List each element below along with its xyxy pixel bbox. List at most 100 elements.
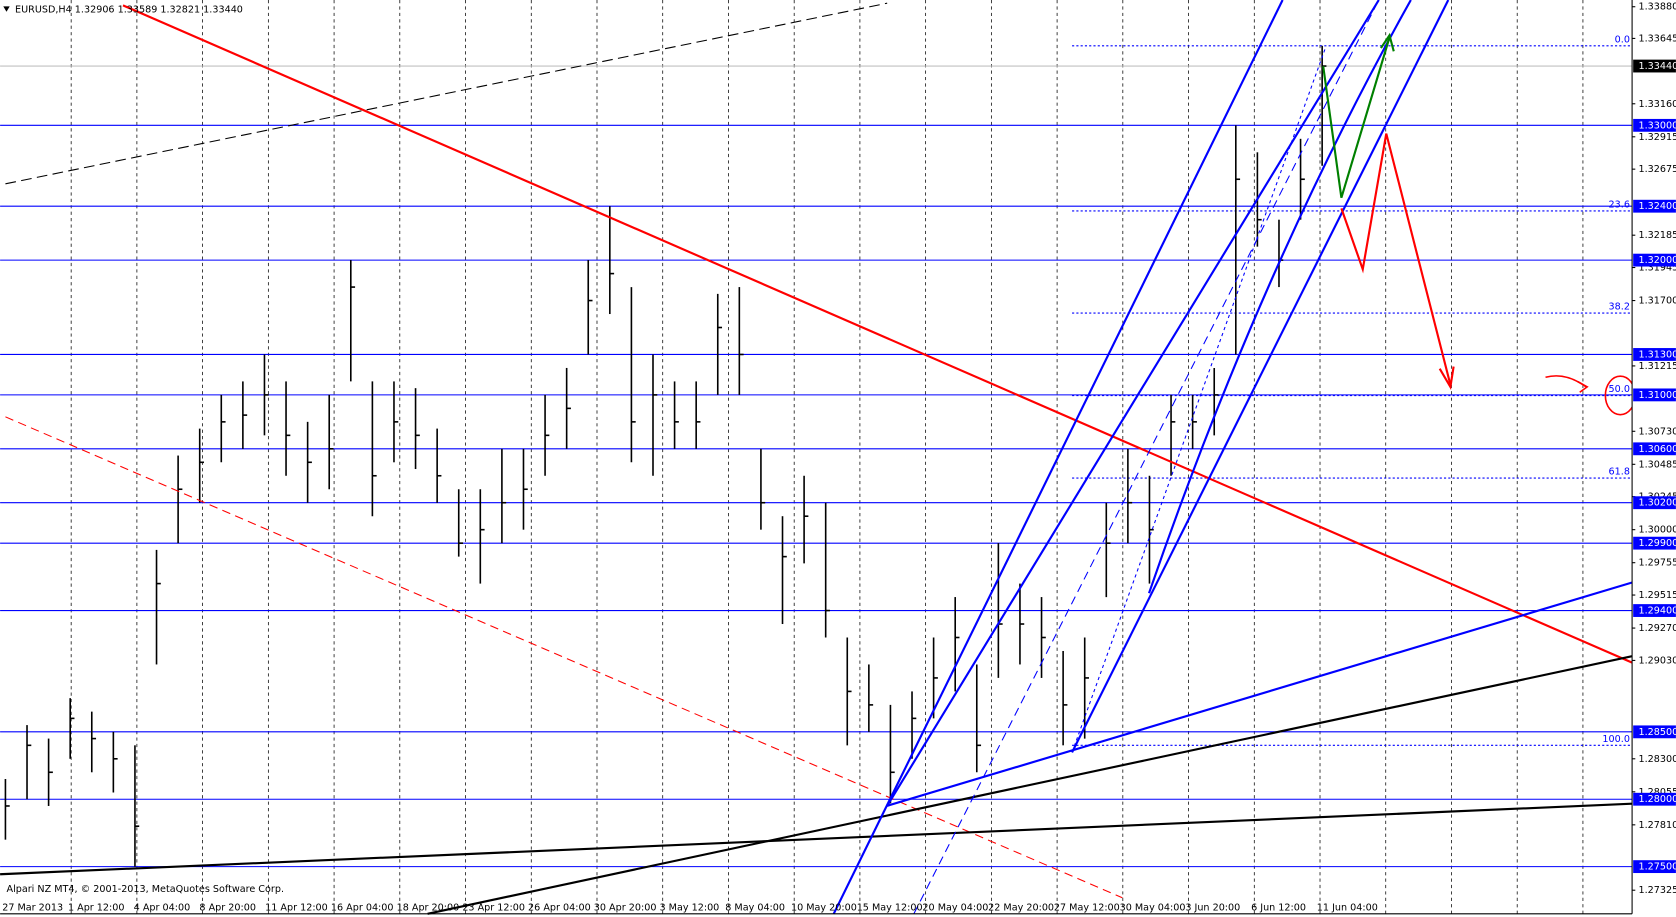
- level-tag: [1633, 604, 1676, 617]
- price-label: 1.33440: [1639, 61, 1676, 72]
- level-label: 1.33000: [1639, 120, 1676, 131]
- price-tag: [1633, 59, 1676, 73]
- y-tick-label: 1.31215: [1639, 361, 1676, 372]
- fib-label: 0.0: [1615, 34, 1630, 45]
- y-tick-label: 1.27325: [1639, 885, 1676, 896]
- x-tick-label: 27 Mar 2013: [2, 902, 63, 913]
- price-axis-bg: [1632, 0, 1676, 917]
- x-tick-label: 3 May 12:00: [660, 902, 720, 913]
- y-tick-label: 1.31700: [1639, 296, 1676, 307]
- level-tag: [1633, 536, 1676, 550]
- copyright: Alpari NZ MT4, © 2001-2013, MetaQuotes S…: [7, 884, 285, 895]
- chart-title: EURUSD,H4 1.32906 1.33589 1.32821 1.3344…: [15, 5, 243, 16]
- trend-line: [1071, 0, 1450, 753]
- trend-line: [913, 0, 1380, 915]
- trend-line: [0, 802, 1633, 876]
- x-tick-label: 4 Apr 04:00: [134, 902, 191, 913]
- y-tick-label: 1.29515: [1639, 590, 1676, 601]
- y-tick-label: 1.30485: [1639, 459, 1676, 470]
- y-tick-label: 1.30730: [1639, 426, 1676, 437]
- level-label: 1.32400: [1639, 201, 1676, 212]
- level-label: 1.29900: [1639, 538, 1676, 549]
- trend-line: [427, 655, 1633, 915]
- levels: [0, 65, 1633, 868]
- y-tick-label: 1.32675: [1639, 164, 1676, 175]
- x-tick-label: 3 Jun 20:00: [1185, 902, 1240, 913]
- level-tag: [1633, 388, 1676, 402]
- x-tick-label: 10 May 20:00: [791, 902, 857, 913]
- trend-line: [886, 0, 1380, 807]
- level-label: 1.30200: [1639, 498, 1676, 509]
- x-tick-label: 18 Apr 20:00: [397, 902, 460, 913]
- level-tag: [1633, 348, 1676, 361]
- x-tick-label: 20 May 04:00: [922, 902, 988, 913]
- level-tag: [1633, 496, 1676, 510]
- x-tick-label: 16 Apr 04:00: [331, 902, 394, 913]
- level-tag: [1633, 792, 1676, 806]
- fib-label: 100.0: [1602, 734, 1630, 745]
- fib-label: 61.8: [1609, 467, 1630, 478]
- arrow-head: [1438, 366, 1455, 391]
- level-tag: [1633, 725, 1676, 739]
- y-tick-label: 1.30000: [1639, 525, 1676, 536]
- y-tick-label: 1.32915: [1639, 132, 1676, 143]
- fibonacci: 0.0 23.6 38.2 50.0 61.8 100.0: [1072, 34, 1633, 746]
- level-label: 1.31000: [1639, 390, 1676, 401]
- level-label: 1.30600: [1639, 444, 1676, 455]
- level-tag: [1633, 860, 1676, 874]
- x-tick-label: 8 Apr 20:00: [199, 902, 256, 913]
- level-tag: [1633, 442, 1676, 456]
- trend-line: [5, 2, 888, 185]
- x-tick-label: 26 Apr 04:00: [528, 902, 591, 913]
- x-tick-label: 23 Apr 12:00: [462, 902, 525, 913]
- y-tick-label: 1.29755: [1639, 558, 1676, 569]
- trend-line: [1147, 0, 1412, 594]
- level-label: 1.28500: [1639, 727, 1676, 738]
- level-label: 1.29400: [1639, 606, 1676, 617]
- fib-label: 23.6: [1609, 200, 1630, 211]
- x-tick-label: 30 May 04:00: [1120, 902, 1186, 913]
- level-tag: [1633, 118, 1676, 132]
- trend-line: [886, 581, 1633, 807]
- y-tick-label: 1.33160: [1639, 99, 1676, 110]
- trend-line: [1071, 47, 1326, 753]
- x-tick-label: 22 May 20:00: [988, 902, 1054, 913]
- level-label: 1.32000: [1639, 255, 1676, 266]
- x-tick-label: 15 May 12:00: [857, 902, 923, 913]
- y-tick-label: 1.27810: [1639, 820, 1676, 831]
- y-tick-label: 1.31945: [1639, 263, 1676, 274]
- y-tick-label: 1.33645: [1639, 33, 1676, 44]
- x-tick-label: 8 May 04:00: [725, 902, 785, 913]
- arrow-down: [1340, 133, 1452, 386]
- fib-label: 38.2: [1609, 302, 1630, 313]
- x-tick-label: 27 May 12:00: [1054, 902, 1120, 913]
- y-tick-label: 1.33880: [1639, 2, 1676, 13]
- arrow-head: [1380, 32, 1395, 52]
- y-tick-label: 1.29270: [1639, 623, 1676, 634]
- x-tick-label: 30 Apr 20:00: [594, 902, 657, 913]
- x-tick-label: 1 Apr 12:00: [68, 902, 125, 913]
- arrow-up: [1322, 37, 1391, 199]
- level-label: 1.31300: [1639, 349, 1676, 360]
- y-tick-label: 1.29030: [1639, 655, 1676, 666]
- fib-label: 50.0: [1609, 384, 1630, 395]
- level-tag: [1633, 199, 1676, 213]
- level-label: 1.27500: [1639, 862, 1676, 873]
- level-label: 1.28000: [1639, 794, 1676, 805]
- trend-line: [832, 0, 1284, 915]
- pointer-head: [1577, 380, 1589, 393]
- trend-lines: [0, 0, 1637, 915]
- y-tick-label: 1.28055: [1639, 787, 1676, 798]
- level-tag: [1633, 253, 1676, 267]
- trend-line: [122, 4, 1633, 664]
- y-tick-label: 1.28300: [1639, 754, 1676, 765]
- x-tick-label: 6 Jun 12:00: [1251, 902, 1306, 913]
- y-tick-label: 1.32185: [1639, 230, 1676, 241]
- x-tick-label: 11 Jun 04:00: [1317, 902, 1378, 913]
- trend-line: [5, 416, 1123, 899]
- title-icon: [3, 6, 10, 12]
